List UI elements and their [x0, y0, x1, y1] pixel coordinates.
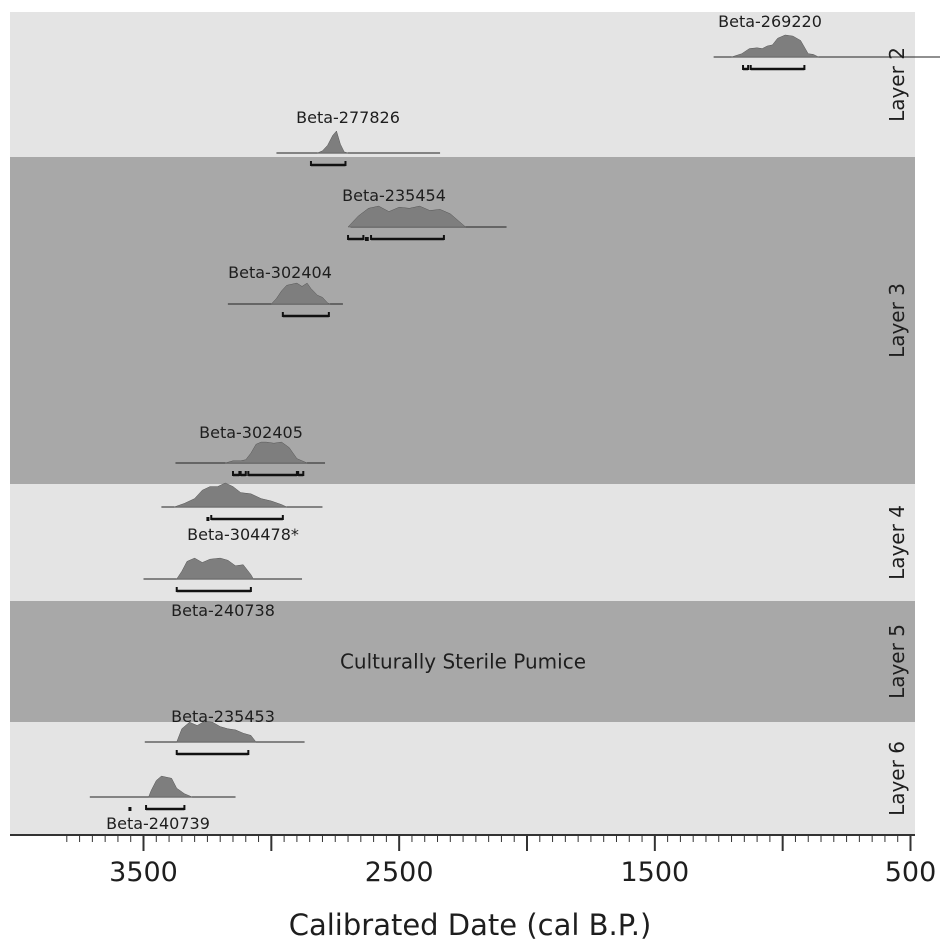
- x-axis-title: Calibrated Date (cal B.P.): [289, 908, 652, 942]
- layer-note: Culturally Sterile Pumice: [340, 650, 586, 674]
- probability-distribution: [174, 482, 287, 508]
- sample-beta-240739: Beta-240739: [89, 775, 236, 833]
- sample-label: Beta-302404: [228, 263, 332, 282]
- sample-label: Beta-302405: [199, 423, 303, 442]
- x-tick-label: 1500: [620, 857, 689, 888]
- layer-label: Layer 4: [885, 505, 909, 580]
- layer-label: Layer 6: [885, 741, 909, 816]
- layer-label: Layer 2: [885, 47, 909, 122]
- sample-label: Beta-240739: [106, 814, 210, 833]
- sample-beta-235454: Beta-235454: [342, 186, 507, 241]
- layer-band: [10, 601, 915, 722]
- probability-distribution: [225, 441, 308, 464]
- sample-distributions: Beta-269220 Beta-277826 Beta-235454 Beta-30…: [89, 12, 940, 833]
- sample-beta-235453: Beta-235453: [144, 707, 305, 756]
- range-marker: [128, 807, 132, 811]
- sample-label: Beta-304478*: [187, 525, 299, 544]
- layer-band: [10, 12, 915, 157]
- x-axis: 3500 2500 1500 500: [10, 834, 937, 888]
- sample-label: Beta-235454: [342, 186, 446, 205]
- probability-distribution: [270, 282, 331, 305]
- probability-distribution: [317, 130, 349, 154]
- sample-beta-240738: Beta-240738: [143, 557, 303, 620]
- probability-distribution: [176, 557, 254, 580]
- x-tick-label: 500: [885, 857, 937, 888]
- sample-beta-269220: Beta-269220: [713, 12, 940, 71]
- layer-bands: Layer 2 Layer 3 Layer 4 Layer 5 Culturally S…: [10, 12, 915, 835]
- probability-distribution: [347, 205, 467, 228]
- sample-beta-304478: Beta-304478*: [161, 482, 323, 544]
- sample-label: Beta-235453: [171, 707, 275, 726]
- sample-label: Beta-277826: [296, 108, 400, 127]
- layer-band: [10, 484, 915, 601]
- layer-band: [10, 157, 915, 484]
- sample-label: Beta-240738: [171, 601, 275, 620]
- x-tick-label: 2500: [365, 857, 434, 888]
- probability-distribution: [148, 775, 193, 798]
- sample-beta-302405: Beta-302405: [175, 423, 326, 477]
- probability-distribution: [731, 34, 819, 58]
- sample-beta-277826: Beta-277826: [276, 108, 441, 167]
- range-marker: [206, 517, 210, 521]
- sample-beta-302404: Beta-302404: [227, 263, 343, 318]
- range-marker: [364, 237, 369, 241]
- layer-label: Layer 3: [885, 283, 909, 358]
- x-tick-label: 3500: [109, 857, 178, 888]
- layer-label: Layer 5: [885, 624, 909, 699]
- sample-label: Beta-269220: [718, 12, 822, 31]
- probability-distribution: [176, 720, 257, 743]
